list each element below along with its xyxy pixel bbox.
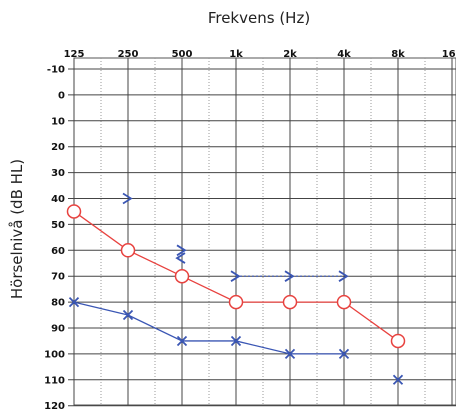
y-tick-label: 80 (51, 298, 65, 309)
x-tick-label: 500 (172, 49, 193, 60)
circle-marker (66, 204, 82, 219)
cross-marker (338, 348, 350, 360)
y-tick-label: 70 (51, 272, 65, 283)
y-tick-label: 10 (51, 116, 65, 127)
circle-marker (390, 333, 406, 349)
y-tick-label: 50 (51, 220, 65, 231)
x-tick-label: 8k (391, 49, 405, 60)
y-tick-label: 120 (44, 401, 65, 412)
chevron-right-marker (338, 270, 349, 282)
x-tick-labels: 125 250 500 1k 2k 4k 8k 16k (64, 49, 456, 60)
circle-marker (174, 268, 190, 284)
chevron-right-marker (230, 270, 241, 282)
cross-marker (176, 335, 188, 347)
y-tick-label: 40 (51, 194, 65, 205)
y-tick-label: 60 (51, 246, 65, 257)
circle-marker (228, 294, 244, 310)
series-markers (66, 192, 406, 385)
circle-marker (282, 294, 298, 310)
chevron-right-marker (122, 192, 133, 205)
x-tick-label: 1k (229, 49, 243, 60)
chevron-right-marker (176, 244, 187, 257)
grid (68, 57, 456, 407)
circle-marker (120, 243, 136, 258)
chevron-right-marker (284, 270, 295, 282)
x-tick-label: 16k (442, 49, 456, 60)
x-tick-label: 2k (283, 49, 297, 60)
x-tick-label: 250 (118, 49, 139, 60)
plot-frame (73, 57, 456, 406)
x-tick-label: 4k (337, 49, 351, 60)
y-tick-label: 0 (58, 90, 65, 101)
cross-marker (68, 296, 80, 308)
chart-title: Frekvens (Hz) (208, 9, 310, 27)
y-tick-label: 20 (51, 142, 65, 153)
y-tick-label: 90 (51, 324, 65, 335)
y-tick-label: -10 (47, 65, 65, 76)
chevron-left-marker (175, 252, 186, 264)
series-line (73, 301, 344, 355)
x-tick-label: 125 (64, 49, 85, 60)
y-tick-labels: -10 0 10 20 30 40 50 60 70 80 90 100 110 120 (44, 65, 65, 413)
y-tick-label: 110 (44, 375, 65, 386)
y-tick-label: 30 (51, 168, 65, 179)
y-axis-label: Hörselnivå (dB HL) (8, 159, 26, 299)
cross-marker (392, 374, 404, 385)
circle-marker (336, 294, 352, 310)
cross-marker (230, 335, 242, 347)
cross-marker (284, 348, 296, 360)
y-tick-label: 100 (44, 349, 65, 360)
cross-marker (122, 309, 134, 321)
